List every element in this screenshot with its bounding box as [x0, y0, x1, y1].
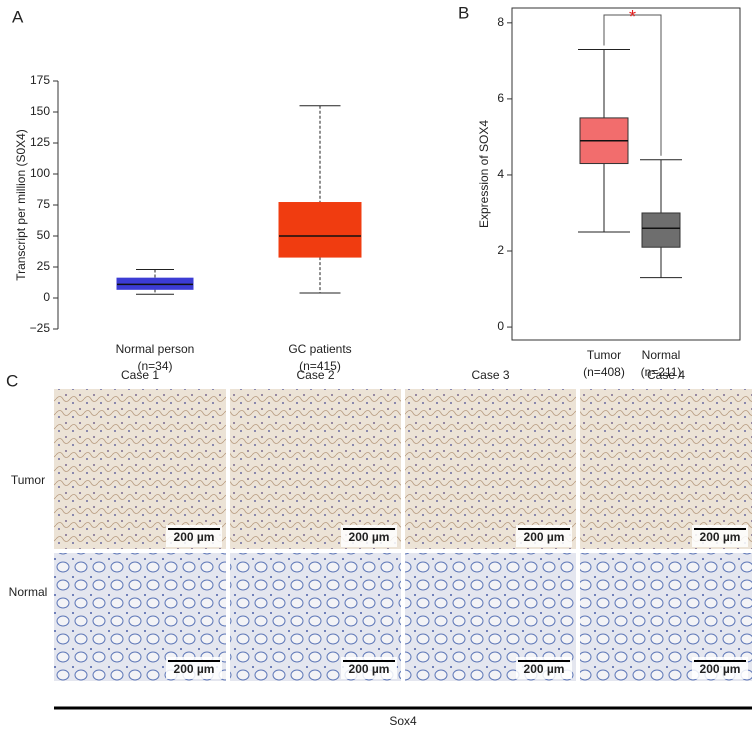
scale-bar-label: 200 µm: [174, 530, 215, 544]
box: [641, 212, 681, 248]
x-tick-label: Normal person: [116, 342, 195, 356]
scale-bar-label: 200 µm: [524, 530, 565, 544]
micrograph: [580, 389, 752, 549]
y-tick-label: 0: [497, 319, 504, 333]
y-tick-label: −25: [30, 321, 51, 335]
y-axis-label: Expression of SOX4: [477, 120, 491, 228]
scale-bar-label: 200 µm: [349, 530, 390, 544]
y-tick-label: 150: [30, 104, 50, 118]
scale-bar-bg: [516, 657, 572, 679]
micrograph: [230, 389, 401, 549]
sample-size: (n=34): [137, 359, 172, 373]
column-label: Case 4: [647, 368, 685, 382]
y-tick-label: 50: [37, 228, 51, 242]
sample-size: (n=211): [641, 365, 682, 379]
panel-label: C: [6, 371, 18, 390]
stain-label: Sox4: [389, 714, 417, 728]
y-axis-label: Transcript per million (S0X4): [14, 129, 28, 281]
y-tick-label: 25: [37, 259, 51, 273]
x-tick-label: Normal: [642, 348, 681, 362]
panel-label: B: [458, 3, 469, 22]
y-tick-label: 6: [497, 91, 504, 105]
row-label: Tumor: [11, 473, 45, 487]
row-label: Normal: [9, 585, 48, 599]
y-tick-label: 0: [43, 290, 50, 304]
scale-bar-label: 200 µm: [700, 530, 741, 544]
significance: *: [629, 7, 636, 27]
x-tick-label: GC patients: [288, 342, 351, 356]
y-tick-label: 100: [30, 166, 50, 180]
scale-bar-label: 200 µm: [700, 662, 741, 676]
micrograph: [405, 389, 576, 549]
column-label: Case 1: [121, 368, 159, 382]
column-label: Case 3: [471, 368, 509, 382]
scale-bar-bg: [516, 525, 572, 547]
panel-c: C Case 1 Case 2 Case 3 Case 4 Tumor 200 µm 200 …: [6, 368, 752, 728]
column-label: Case 2: [296, 368, 334, 382]
y-tick-label: 75: [37, 197, 51, 211]
y-tick-label: 2: [497, 243, 504, 257]
significance-bracket: [603, 14, 662, 156]
sample-size: (n=415): [299, 359, 341, 373]
scale-bar-bg: [341, 525, 397, 547]
x-tick-label: Tumor: [587, 348, 621, 362]
y-tick-label: 4: [497, 167, 504, 181]
scale-bar-bg: [166, 657, 222, 679]
scale-bar-label: 200 µm: [174, 662, 215, 676]
y-tick-label: 8: [497, 15, 504, 29]
scale-bar-label: 200 µm: [524, 662, 565, 676]
scale-bar-bg: [692, 525, 748, 547]
scale-bar-bg: [341, 657, 397, 679]
y-tick-label: 175: [30, 73, 50, 87]
scale-bar-bg: [692, 657, 748, 679]
box: [278, 202, 362, 258]
panel-label: A: [12, 7, 24, 26]
micrograph: [54, 389, 226, 549]
plot-frame: [511, 7, 741, 341]
y-tick-label: 125: [30, 135, 50, 149]
scale-bar-bg: [166, 525, 222, 547]
sample-size: (n=408): [583, 365, 625, 379]
scale-bar-label: 200 µm: [349, 662, 390, 676]
